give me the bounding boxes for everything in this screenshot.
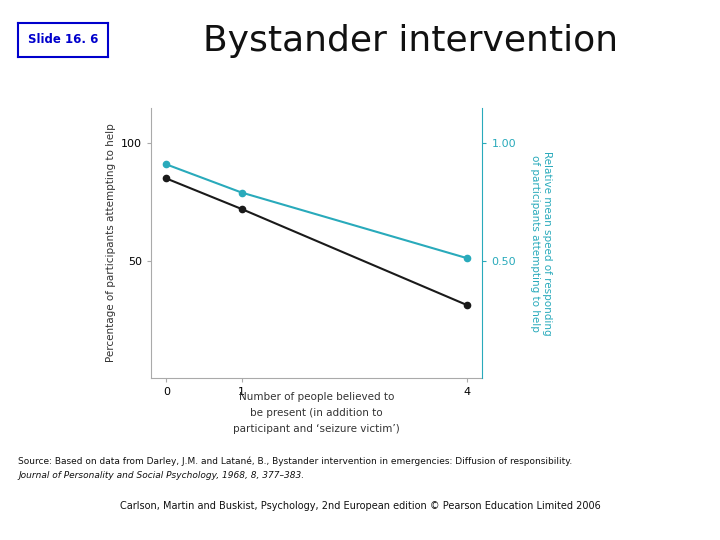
Text: Carlson, Martin and Buskist, Psychology, 2nd European edition © Pearson Educatio: Carlson, Martin and Buskist, Psychology,… — [120, 501, 600, 511]
Text: Slide 16. 6: Slide 16. 6 — [28, 33, 98, 46]
Text: Journal of Personality and Social Psychology, 1968, 8, 377–383.: Journal of Personality and Social Psycho… — [18, 471, 304, 481]
Y-axis label: Percentage of participants attempting to help: Percentage of participants attempting to… — [106, 124, 116, 362]
Text: be present (in addition to: be present (in addition to — [251, 408, 383, 418]
Text: Source: Based on data from Darley, J.M. and Latané, B., Bystander intervention i: Source: Based on data from Darley, J.M. … — [18, 456, 572, 466]
Y-axis label: Relative mean speed of responding
of participants attempting to help: Relative mean speed of responding of par… — [530, 151, 552, 335]
Text: Bystander intervention: Bystander intervention — [203, 24, 618, 58]
Text: participant and ‘seizure victim’): participant and ‘seizure victim’) — [233, 424, 400, 434]
Text: Number of people believed to: Number of people believed to — [239, 392, 395, 402]
